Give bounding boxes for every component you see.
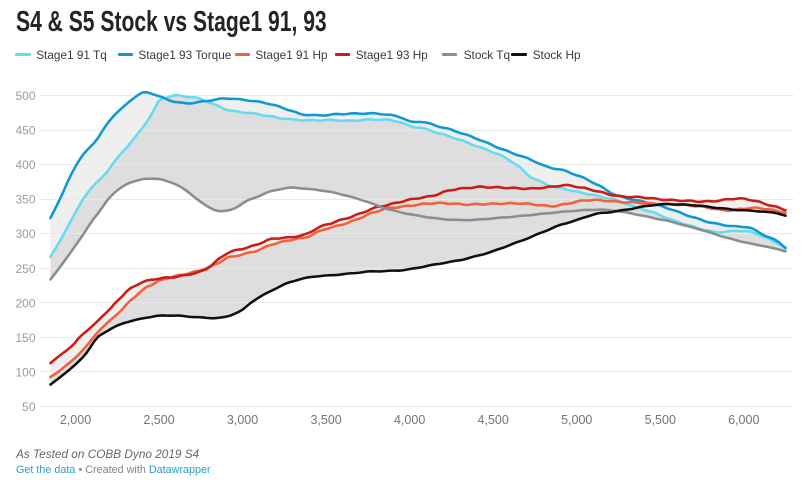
svg-text:4,500: 4,500 (478, 413, 509, 427)
svg-text:5,500: 5,500 (645, 413, 676, 427)
svg-text:50: 50 (22, 400, 36, 414)
svg-text:3,500: 3,500 (310, 413, 341, 427)
svg-text:4,000: 4,000 (394, 413, 425, 427)
svg-text:500: 500 (15, 89, 35, 103)
svg-text:450: 450 (15, 124, 35, 138)
svg-text:350: 350 (15, 193, 35, 207)
svg-text:3,000: 3,000 (227, 413, 258, 427)
svg-text:300: 300 (15, 227, 35, 241)
svg-text:6,000: 6,000 (728, 413, 759, 427)
svg-text:200: 200 (15, 296, 35, 310)
svg-text:5,000: 5,000 (561, 413, 592, 427)
svg-text:150: 150 (15, 331, 35, 345)
svg-text:400: 400 (15, 158, 35, 172)
svg-text:100: 100 (15, 365, 35, 379)
svg-text:250: 250 (15, 262, 35, 276)
svg-text:2,000: 2,000 (60, 413, 91, 427)
svg-text:2,500: 2,500 (143, 413, 174, 427)
